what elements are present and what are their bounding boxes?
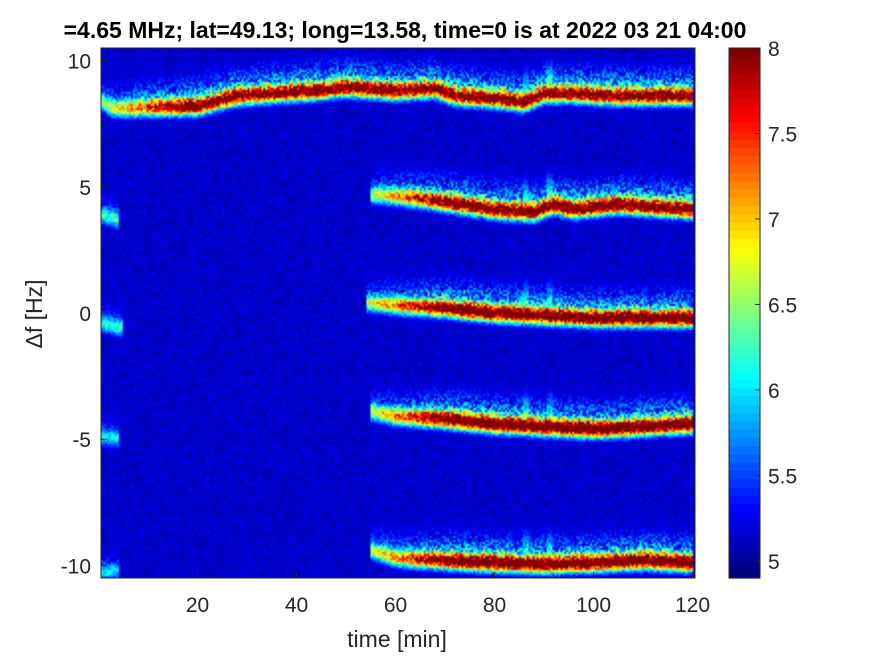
y-axis: -10 -5 0 5 10 [61,51,107,578]
colorbar-swatch [729,437,760,447]
colorbar-tick-label: 7 [768,209,780,232]
colorbar-swatch [729,495,760,505]
colorbar-swatch [729,346,760,356]
colorbar-swatch [729,387,760,397]
x-tick-label: 40 [285,594,308,617]
colorbar-swatch [729,470,760,480]
heatmap-image [101,48,695,578]
colorbar-swatch [729,263,760,273]
colorbar-swatch [729,114,760,124]
colorbar-tick-label: 6.5 [768,294,797,317]
colorbar-swatch [729,139,760,148]
colorbar-swatch [729,362,760,372]
colorbar-swatch [729,130,760,140]
colorbar-swatch [729,155,760,165]
colorbar-swatch [729,453,760,463]
colorbar-swatch [729,213,760,223]
x-tick-label: 80 [483,594,506,617]
colorbar-swatch [729,395,760,405]
colorbar-swatch [729,122,760,132]
colorbar-swatch [729,205,760,215]
colorbar-swatch [729,72,760,82]
colorbar-swatch [729,56,760,66]
colorbar-swatch [729,288,760,298]
y-tick-label: -10 [61,555,91,578]
colorbar-swatch [729,221,760,231]
colorbar-swatch [729,321,760,331]
x-tick-label: 120 [675,594,710,617]
y-tick-label: 5 [79,177,91,200]
x-tick-label: 60 [384,594,407,617]
colorbar-swatch [729,528,760,538]
colorbar-swatch [729,520,760,529]
colorbar-swatch [729,379,760,389]
colorbar-ticks: 5 5.5 6 6.5 7 7.5 8 [755,38,797,574]
colorbar-tick-label: 6 [768,380,780,403]
colorbar-swatch [729,279,760,289]
colorbar-swatch [729,197,760,206]
y-tick-label: 10 [68,51,91,74]
colorbar-swatch [729,64,760,74]
x-tick-label: 20 [186,594,209,617]
colorbar-swatch [729,163,760,173]
colorbar [728,47,761,579]
colorbar-swatch [729,89,760,99]
x-tick-label: 100 [576,594,611,617]
colorbar-swatch [729,486,760,496]
colorbar-swatch [729,48,760,57]
colorbar-swatch [729,569,760,579]
y-tick-label: 0 [79,303,91,326]
colorbar-swatch [729,81,760,91]
x-axis-label: time [min] [347,626,447,652]
colorbar-swatch [729,255,760,264]
colorbar-swatch [729,188,760,198]
colorbar-swatch [729,462,760,471]
colorbar-swatch [729,238,760,248]
colorbar-swatch [729,553,760,563]
colorbar-swatch [729,503,760,513]
colorbar-swatch [729,172,760,182]
colorbar-swatch [729,412,760,422]
chart-title: =4.65 MHz; lat=49.13; long=13.58, time=0… [64,17,747,43]
colorbar-swatch [729,511,760,521]
colorbar-swatch [729,445,760,455]
colorbar-swatch [729,296,760,306]
colorbar-frame [728,47,761,579]
plot-area [100,47,696,579]
colorbar-swatch [729,561,760,571]
colorbar-swatch [729,271,760,281]
colorbar-swatch [729,97,760,107]
x-axis: 20 40 60 80 100 120 [186,572,710,617]
colorbar-swatch [729,313,760,322]
colorbar-swatch [729,354,760,364]
colorbar-swatch [729,428,760,438]
y-axis-label: Δf [Hz] [21,279,47,348]
colorbar-swatch [729,180,760,190]
colorbar-swatch [729,105,760,115]
colorbar-swatch [729,478,760,488]
colorbar-swatch [729,329,760,339]
colorbar-swatch [729,304,760,314]
y-tick-label: -5 [72,429,91,452]
colorbar-swatch [729,370,760,380]
colorbar-swatch [729,404,760,413]
colorbar-swatch [729,420,760,430]
colorbar-tick-label: 5 [768,551,780,574]
colorbar-swatch [729,544,760,554]
colorbar-swatch [729,230,760,240]
colorbar-tick-label: 8 [768,38,780,61]
colorbar-swatch [729,147,760,157]
colorbar-swatch [729,337,760,347]
colorbar-swatch [729,246,760,256]
colorbar-swatch [729,536,760,546]
colorbar-tick-label: 5.5 [768,465,797,488]
colorbar-tick-label: 7.5 [768,123,797,146]
